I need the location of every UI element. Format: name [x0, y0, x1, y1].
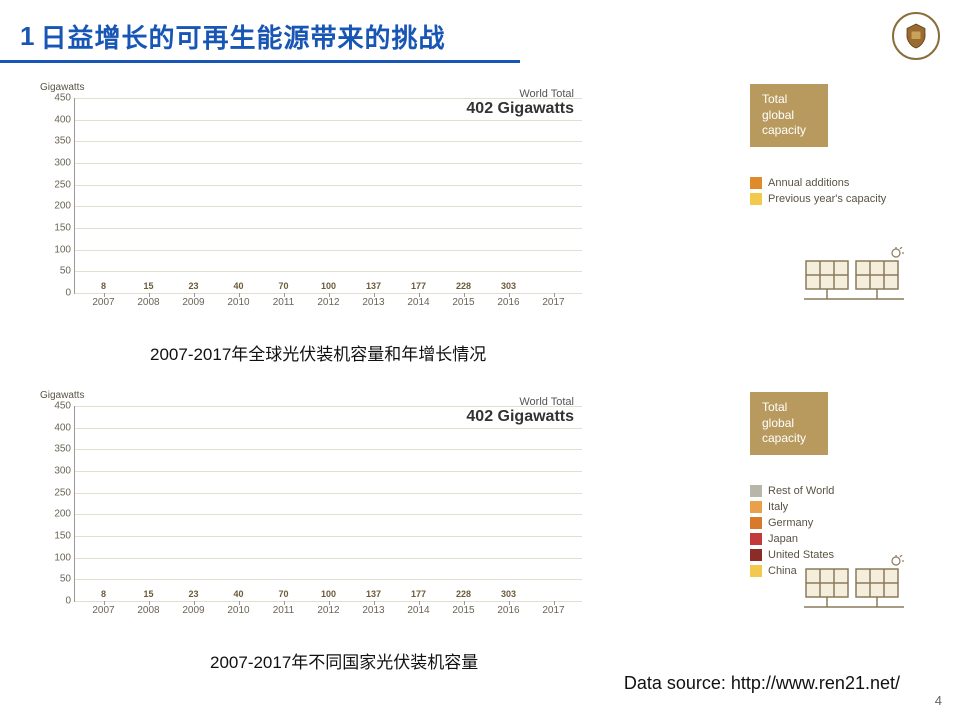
bar-total: 137: [359, 281, 389, 291]
y-tick: 50: [60, 266, 75, 277]
page-number: 4: [935, 693, 942, 708]
y-tick: 150: [54, 530, 75, 541]
bar-total: 137: [359, 589, 389, 599]
x-tick: 2015: [441, 293, 486, 308]
y-tick: 50: [60, 574, 75, 585]
x-tick: 2010: [216, 601, 261, 616]
chart1-sidebar: Total global capacity Annual additions Pre…: [750, 84, 930, 316]
x-tick: 2017: [531, 601, 576, 616]
y-tick: 450: [54, 401, 75, 412]
y-axis-label: Gigawatts: [40, 82, 84, 93]
chart2-caption: 2007-2017年不同国家光伏装机容量: [210, 648, 478, 673]
y-tick: 0: [65, 596, 75, 607]
bar-total: 40: [224, 281, 254, 291]
x-tick: 2008: [126, 601, 171, 616]
x-tick: 2013: [351, 293, 396, 308]
y-tick: 250: [54, 179, 75, 190]
chart2-sidebar: Total global capacity Rest of World Italy G…: [750, 392, 930, 624]
legend-item: Previous year's capacity: [750, 193, 930, 205]
chart-pv-capacity-growth: 050100150200250300350400450+2.582007+6.6…: [44, 84, 724, 316]
bar-total: 15: [134, 281, 164, 291]
world-total-callout: World Total402 Gigawatts: [466, 88, 574, 118]
bar-total: 70: [269, 281, 299, 291]
solar-panel-icon: [800, 247, 910, 308]
bar-total: 303: [494, 589, 524, 599]
x-tick: 2015: [441, 601, 486, 616]
bar-total: 228: [449, 281, 479, 291]
y-tick: 200: [54, 201, 75, 212]
y-axis-label: Gigawatts: [40, 390, 84, 401]
bar-total: 177: [404, 281, 434, 291]
y-tick: 0: [65, 288, 75, 299]
x-tick: 2008: [126, 293, 171, 308]
title-underline: [0, 60, 520, 63]
bar-total: 23: [179, 281, 209, 291]
legend-item: Japan: [750, 533, 930, 545]
y-tick: 200: [54, 509, 75, 520]
bar-total: 100: [314, 281, 344, 291]
y-tick: 100: [54, 244, 75, 255]
y-tick: 450: [54, 93, 75, 104]
data-source: Data source: http://www.ren21.net/: [624, 673, 900, 694]
bar-total: 8: [89, 589, 119, 599]
title-number: 1: [20, 21, 34, 52]
bar-total: 100: [314, 589, 344, 599]
x-tick: 2007: [81, 601, 126, 616]
x-tick: 2013: [351, 601, 396, 616]
y-tick: 400: [54, 422, 75, 433]
bar-total: 228: [449, 589, 479, 599]
legend-item: Rest of World: [750, 485, 930, 497]
y-tick: 350: [54, 136, 75, 147]
bar-total: 23: [179, 589, 209, 599]
x-tick: 2012: [306, 601, 351, 616]
x-tick: 2014: [396, 601, 441, 616]
world-total-callout: World Total402 Gigawatts: [466, 396, 574, 426]
legend-item: Italy: [750, 501, 930, 513]
x-tick: 2016: [486, 293, 531, 308]
bar-total: 15: [134, 589, 164, 599]
y-tick: 150: [54, 222, 75, 233]
x-tick: 2010: [216, 293, 261, 308]
bar-total: 40: [224, 589, 254, 599]
x-tick: 2011: [261, 293, 306, 308]
x-tick: 2011: [261, 601, 306, 616]
y-tick: 300: [54, 465, 75, 476]
slide-title: 1 日益增长的可再生能源带来的挑战: [0, 0, 960, 55]
x-tick: 2017: [531, 293, 576, 308]
bar-total: 70: [269, 589, 299, 599]
x-tick: 2009: [171, 601, 216, 616]
title-text: 日益增长的可再生能源带来的挑战: [40, 18, 445, 55]
x-tick: 2012: [306, 293, 351, 308]
bar-total: 177: [404, 589, 434, 599]
legend-title-flag: Total global capacity: [750, 84, 828, 147]
bar-total: 8: [89, 281, 119, 291]
legend-item: Germany: [750, 517, 930, 529]
x-tick: 2014: [396, 293, 441, 308]
y-tick: 100: [54, 552, 75, 563]
chart1-caption: 2007-2017年全球光伏装机容量和年增长情况: [150, 340, 486, 365]
y-tick: 350: [54, 444, 75, 455]
solar-panel-icon: [800, 555, 910, 616]
bar-total: 303: [494, 281, 524, 291]
chart-pv-by-country: 0 50 100 150 200 250 300 350 400 450 8 2007 15 2008 23…: [44, 392, 724, 624]
legend-title-flag: Total global capacity: [750, 392, 828, 455]
legend: Annual additions Previous year's capacity: [750, 177, 930, 205]
y-tick: 300: [54, 157, 75, 168]
legend-item: Annual additions: [750, 177, 930, 189]
x-tick: 2007: [81, 293, 126, 308]
x-tick: 2009: [171, 293, 216, 308]
y-tick: 400: [54, 114, 75, 125]
university-crest-icon: [892, 12, 940, 60]
y-tick: 250: [54, 487, 75, 498]
x-tick: 2016: [486, 601, 531, 616]
